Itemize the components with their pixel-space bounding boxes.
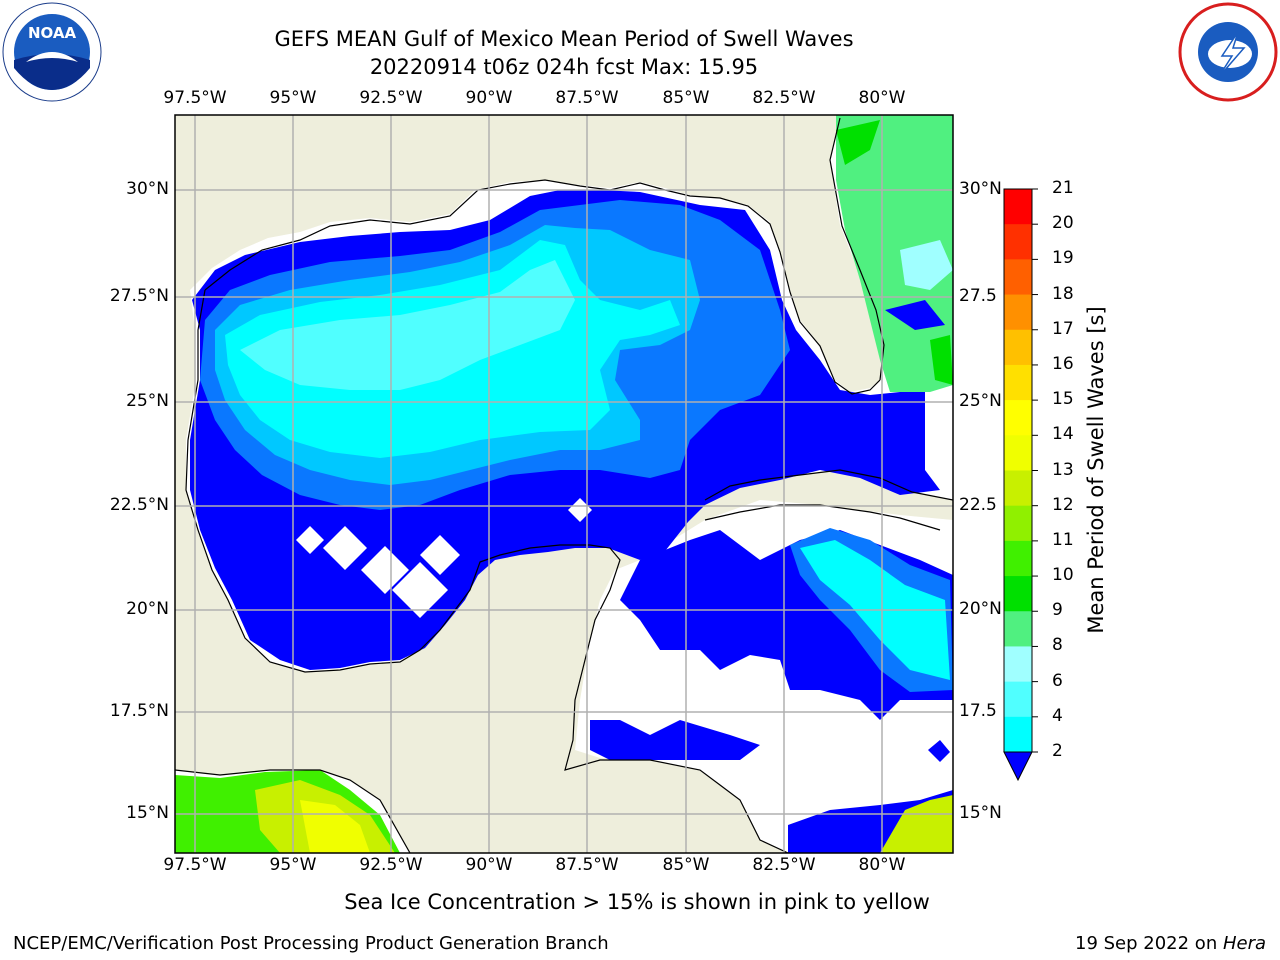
lat-tick-label: 27.5 — [959, 286, 997, 306]
lon-tick-label: 95°W — [269, 855, 317, 875]
colorbar-tick-label: 21 — [1052, 178, 1074, 198]
colorbar-tick-label: 19 — [1052, 248, 1074, 269]
colorbar-tick-label: 14 — [1052, 424, 1074, 445]
colorbar-segment — [1004, 611, 1032, 647]
date-text: 19 Sep 2022 on Hera — [1075, 933, 1266, 954]
atlantic-swell-10-11s — [836, 120, 880, 165]
no-data-patch — [296, 526, 324, 554]
colorbar-segment — [1004, 435, 1032, 471]
credit-text: NCEP/EMC/Verification Post Processing Pr… — [13, 933, 609, 954]
lon-tick-label: 80°W — [858, 855, 906, 875]
lat-tick-label: 30°N — [959, 179, 1002, 199]
atlantic-swell-8-9s — [900, 240, 953, 290]
lat-tick-label: 22.5 — [959, 495, 997, 515]
colorbar-label: Mean Period of Swell Waves [s] — [1084, 306, 1108, 634]
colorbar-segment — [1004, 540, 1032, 577]
lon-tick-label: 82.5°W — [752, 88, 816, 108]
host-name: Hera — [1222, 933, 1266, 954]
colorbar-tick-label: 12 — [1052, 494, 1074, 515]
colorbar-segment — [1004, 470, 1032, 507]
colorbar-segment — [1004, 329, 1032, 366]
coastline — [704, 504, 941, 531]
lon-tick-label: 92.5°W — [359, 88, 423, 108]
colorbar-tick-label: 9 — [1052, 600, 1063, 621]
lat-tick-label: 25°N — [959, 391, 1002, 411]
lat-tick-label: 15°N — [959, 803, 1002, 823]
coastline — [185, 289, 789, 853]
colorbar-tick-label: 20 — [1052, 213, 1074, 234]
colorbar-tick-label: 18 — [1052, 283, 1074, 304]
noaa-logo: NOAA — [2, 2, 102, 102]
lon-tick-label: 97.5°W — [163, 88, 227, 108]
no-data-patch — [323, 526, 367, 570]
lat-tick-label: 22.5°N — [109, 495, 169, 515]
atlantic-swell-short — [885, 300, 945, 330]
colorbar-segment — [1004, 681, 1032, 718]
lon-tick-label: 95°W — [269, 88, 317, 108]
lon-tick-label: 87.5°W — [555, 88, 619, 108]
colorbar-tick-label: 15 — [1052, 389, 1074, 410]
lat-tick-label: 20°N — [959, 599, 1002, 619]
coastline — [704, 469, 953, 501]
colorbar-segment — [1004, 189, 1032, 225]
coastline — [829, 117, 885, 381]
colorbar-segment — [1004, 364, 1032, 401]
colorbar-tick-label: 16 — [1052, 353, 1074, 374]
lat-tick-label: 17.5 — [959, 701, 997, 721]
colorbar-segment — [1004, 224, 1032, 260]
caribbean-swell-long — [880, 795, 953, 853]
noaa-logo-text: NOAA — [28, 24, 77, 42]
coastline — [204, 179, 881, 395]
no-data-patch — [361, 546, 409, 594]
lon-tick-label: 82.5°W — [752, 855, 816, 875]
colorbar-segment — [1004, 576, 1032, 612]
lon-tick-label: 90°W — [465, 88, 513, 108]
colorbar-tick-label: 4 — [1052, 705, 1063, 726]
lon-tick-label: 90°W — [465, 855, 513, 875]
colorbar-tick-label: 13 — [1052, 459, 1074, 480]
no-data-patch — [568, 498, 592, 522]
lon-tick-label: 80°W — [858, 88, 906, 108]
lon-tick-label: 87.5°W — [555, 855, 619, 875]
colorbar-tick-label: 11 — [1052, 529, 1074, 550]
lat-tick-label: 20°N — [126, 599, 169, 619]
lat-tick-label: 25°N — [126, 391, 169, 411]
colorbar-tick-label: 10 — [1052, 565, 1074, 586]
colorbar-tick-label: 2 — [1052, 741, 1063, 761]
lon-tick-label: 97.5°W — [163, 855, 227, 875]
no-data-patch — [392, 562, 448, 618]
chart-subtitle: 20220914 t06z 024h fcst Max: 15.95 — [369, 55, 759, 79]
map-frame — [174, 114, 954, 854]
colorbar-tick-label: 8 — [1052, 635, 1063, 656]
colorbar-segment — [1004, 259, 1032, 296]
map-layers — [175, 115, 953, 853]
no-data-patch — [420, 535, 460, 575]
colorbar-tick-label: 6 — [1052, 670, 1063, 691]
colorbar-tick-label: 17 — [1052, 318, 1074, 339]
date-value: 19 Sep 2022 on — [1075, 933, 1223, 954]
atlantic-swell-patch — [930, 335, 953, 385]
caribbean-swell-south — [590, 720, 760, 760]
nws-logo — [1178, 2, 1278, 102]
colorbar-segment — [1004, 294, 1032, 331]
colorbar-segment — [1004, 400, 1032, 436]
lat-tick-label: 15°N — [126, 803, 169, 823]
sea-ice-note: Sea Ice Concentration > 15% is shown in … — [344, 890, 930, 914]
lon-tick-label: 92.5°W — [359, 855, 423, 875]
lat-tick-label: 27.5°N — [109, 286, 169, 306]
colorbar-segment — [1004, 716, 1032, 753]
chart-title: GEFS MEAN Gulf of Mexico Mean Period of … — [274, 27, 854, 51]
colorbar-extend-triangle — [1003, 751, 1033, 782]
caribbean-swell-patch — [928, 740, 950, 762]
swell-core-region — [240, 260, 575, 390]
lat-tick-label: 17.5°N — [109, 701, 169, 721]
colorbar-segment — [1004, 505, 1032, 542]
lon-tick-label: 85°W — [662, 88, 710, 108]
lat-tick-label: 30°N — [126, 179, 169, 199]
lon-tick-label: 85°W — [662, 855, 710, 875]
coastline — [175, 769, 411, 853]
colorbar-segment — [1004, 646, 1032, 683]
